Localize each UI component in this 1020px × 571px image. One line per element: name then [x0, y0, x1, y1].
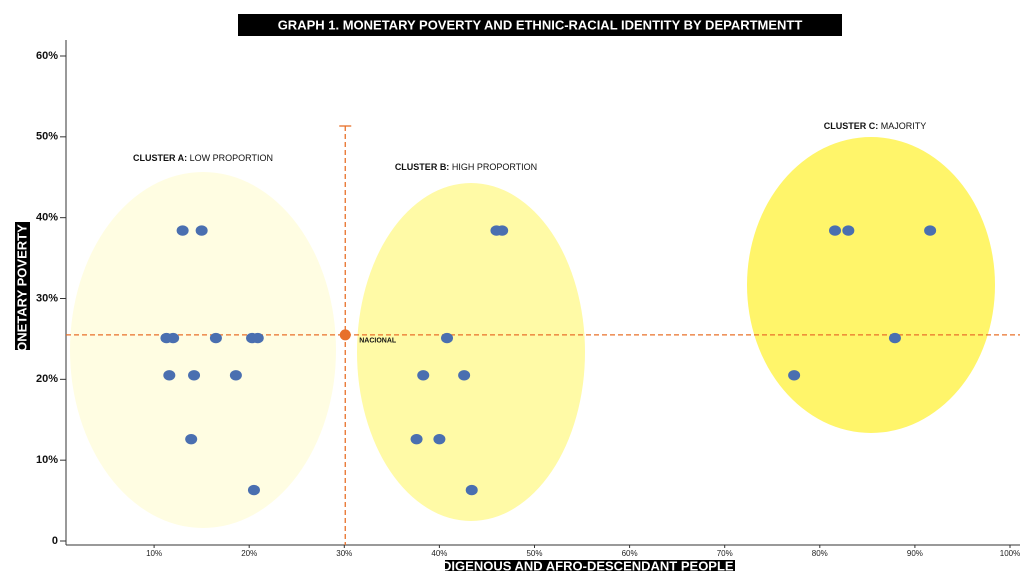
cluster-a-region — [70, 172, 336, 528]
x-tick-label: 90% — [907, 549, 923, 558]
point — [842, 225, 855, 236]
point — [247, 484, 260, 496]
point — [167, 332, 180, 344]
cluster-label: CLUSTER C: MAJORITY — [824, 121, 927, 131]
x-tick-label: 80% — [812, 549, 828, 558]
x-tick-label: 10% — [146, 549, 162, 558]
point — [229, 370, 242, 381]
point — [433, 433, 446, 445]
point — [185, 433, 198, 445]
y-label-box — [15, 222, 30, 350]
x-tick-label: 60% — [622, 549, 638, 558]
cluster-name: CLUSTER B: — [395, 162, 450, 172]
y-tick-label: 20% — [36, 373, 58, 385]
point — [163, 370, 176, 381]
y-tick-label: 40% — [36, 212, 58, 224]
point — [458, 370, 471, 381]
y-tick-label: 30% — [36, 292, 58, 304]
chart-title: GRAPH 1. MONETARY POVERTY AND ETHNIC-RAC… — [278, 17, 803, 32]
cluster-name: CLUSTER C: — [824, 121, 879, 131]
cluster-label: CLUSTER A: LOW PROPORTION — [133, 153, 273, 163]
y-tick-label: 50% — [36, 131, 58, 143]
cluster-b-region — [357, 183, 585, 521]
x-axis-label: % INDIGENOUS AND AFRO-DESCENDANT PEOPLE … — [414, 558, 766, 571]
cluster-desc: LOW PROPORTION — [190, 153, 273, 163]
national-label: NACIONAL — [359, 338, 397, 345]
point — [441, 332, 454, 344]
point — [251, 332, 264, 344]
title-box — [238, 14, 842, 36]
point — [788, 370, 801, 381]
point — [888, 332, 901, 344]
point — [195, 225, 208, 236]
cluster-desc: MAJORITY — [881, 121, 927, 131]
point — [829, 225, 842, 236]
point — [176, 225, 189, 236]
cluster-desc: HIGH PROPORTION — [452, 162, 537, 172]
point — [209, 332, 222, 344]
x-tick-label: 40% — [431, 549, 447, 558]
x-tick-label: 50% — [526, 549, 542, 558]
x-tick-label: 30% — [336, 549, 352, 558]
y-tick-label: 0 — [52, 535, 58, 547]
cluster-label: CLUSTER B: HIGH PROPORTION — [395, 162, 537, 172]
cluster-c-region — [747, 137, 995, 433]
point — [496, 225, 509, 236]
x-tick-label: 70% — [717, 549, 733, 558]
y-tick-label: 60% — [36, 50, 58, 62]
national-point — [339, 329, 351, 341]
x-tick-label: 20% — [241, 549, 257, 558]
y-tick-label: 10% — [36, 454, 58, 466]
point — [410, 433, 423, 445]
point — [188, 370, 201, 381]
point — [465, 484, 478, 496]
cluster-name: CLUSTER A: — [133, 153, 187, 163]
x-label-box — [445, 560, 735, 571]
point — [924, 225, 937, 236]
point — [417, 370, 430, 381]
y-axis-label: MONETARY POVERTY % — [14, 209, 29, 363]
x-tick-label: 100% — [1000, 549, 1020, 558]
